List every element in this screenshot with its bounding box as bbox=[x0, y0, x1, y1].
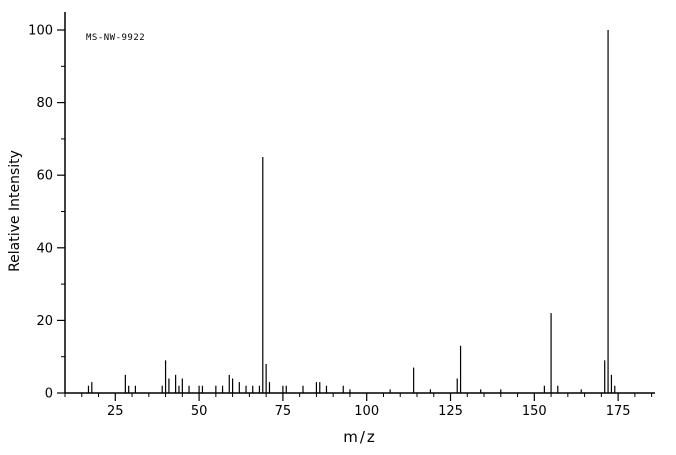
x-tick-label: 150 bbox=[522, 404, 547, 419]
spectrum-id-label: MS-NW-9922 bbox=[86, 33, 146, 43]
x-tick-label: 50 bbox=[191, 404, 208, 419]
y-axis-label: Relative Intensity bbox=[7, 150, 23, 272]
y-tick-label: 60 bbox=[36, 169, 53, 184]
x-tick-label: 25 bbox=[107, 404, 124, 419]
y-tick-label: 40 bbox=[36, 241, 53, 256]
x-tick-label: 125 bbox=[438, 404, 463, 419]
y-tick-label: 0 bbox=[45, 387, 53, 402]
x-tick-label: 75 bbox=[275, 404, 292, 419]
x-tick-label: 100 bbox=[354, 404, 379, 419]
y-tick-label: 20 bbox=[36, 314, 53, 329]
x-tick-label: 175 bbox=[606, 404, 631, 419]
y-tick-label: 80 bbox=[36, 96, 53, 111]
y-tick-label: 100 bbox=[28, 24, 53, 39]
x-axis-label: m/z bbox=[343, 428, 377, 446]
